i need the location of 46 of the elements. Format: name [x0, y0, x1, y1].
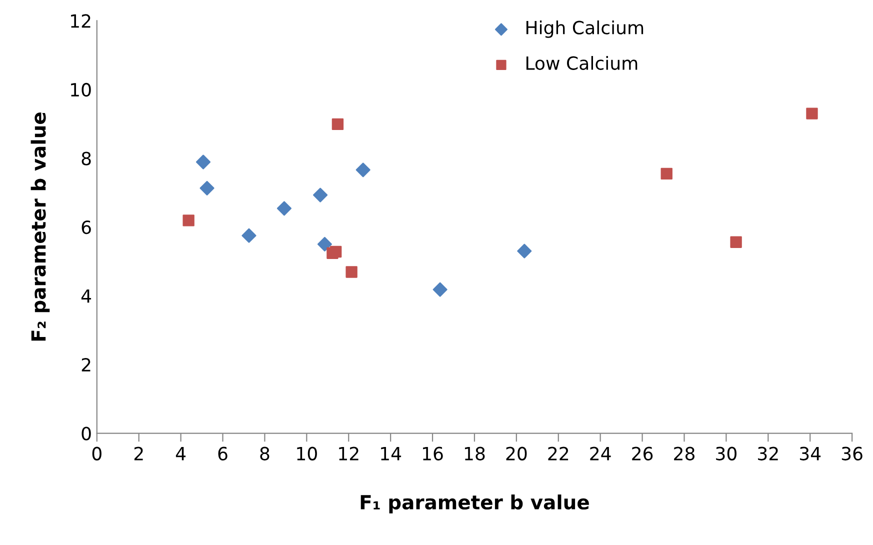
point — [313, 188, 328, 202]
x-tick-label: 32 — [758, 446, 778, 460]
point — [242, 228, 256, 243]
point — [660, 168, 672, 180]
x-tick-label: 26 — [632, 446, 653, 460]
x-tick-label: 18 — [464, 446, 485, 460]
legend-label: High Calcium — [526, 20, 644, 38]
x-tick-label: 4 — [176, 447, 186, 460]
point — [346, 266, 358, 278]
y-tick-label: 10 — [71, 82, 91, 97]
point — [432, 282, 448, 297]
x-tick-label: 0 — [92, 446, 102, 460]
legend-label: Low Calcium — [526, 56, 638, 70]
y-tick-label: 4 — [81, 289, 92, 303]
point — [182, 214, 194, 226]
x-tick-label: 28 — [674, 446, 694, 460]
x-tick-label: 10 — [297, 446, 317, 460]
x-tick-label: 34 — [800, 446, 821, 460]
y-tick-label: 12 — [71, 14, 90, 28]
y-tick-label: 6 — [82, 220, 91, 234]
x-tick-label: 24 — [590, 446, 611, 460]
x-tick-label: 16 — [423, 446, 443, 460]
point — [332, 118, 344, 130]
x-tick-label: 2 — [134, 446, 143, 460]
x-tick-label: 20 — [506, 446, 527, 460]
point — [806, 108, 818, 120]
x-axis-title: F₁ parameter b value — [360, 494, 589, 514]
x-tick-label: 36 — [842, 446, 862, 460]
x-tick-label: 12 — [339, 446, 358, 460]
point — [330, 246, 342, 258]
x-tick-label: 6 — [218, 446, 228, 460]
x-tick-label: 30 — [716, 446, 736, 460]
point — [317, 236, 332, 252]
y-tick-label: 2 — [82, 358, 90, 372]
point — [196, 154, 211, 170]
y-tick-label: 0 — [82, 426, 91, 440]
point — [517, 244, 532, 258]
point — [200, 180, 214, 196]
point — [356, 162, 370, 178]
x-tick-label: 14 — [381, 447, 402, 460]
x-tick-label: 22 — [548, 446, 568, 460]
y-axis-title: F₂ parameter b value — [30, 112, 50, 341]
x-tick-label: 8 — [260, 446, 270, 460]
point — [730, 236, 742, 248]
point — [276, 201, 292, 216]
y-tick-label: 8 — [82, 152, 91, 166]
